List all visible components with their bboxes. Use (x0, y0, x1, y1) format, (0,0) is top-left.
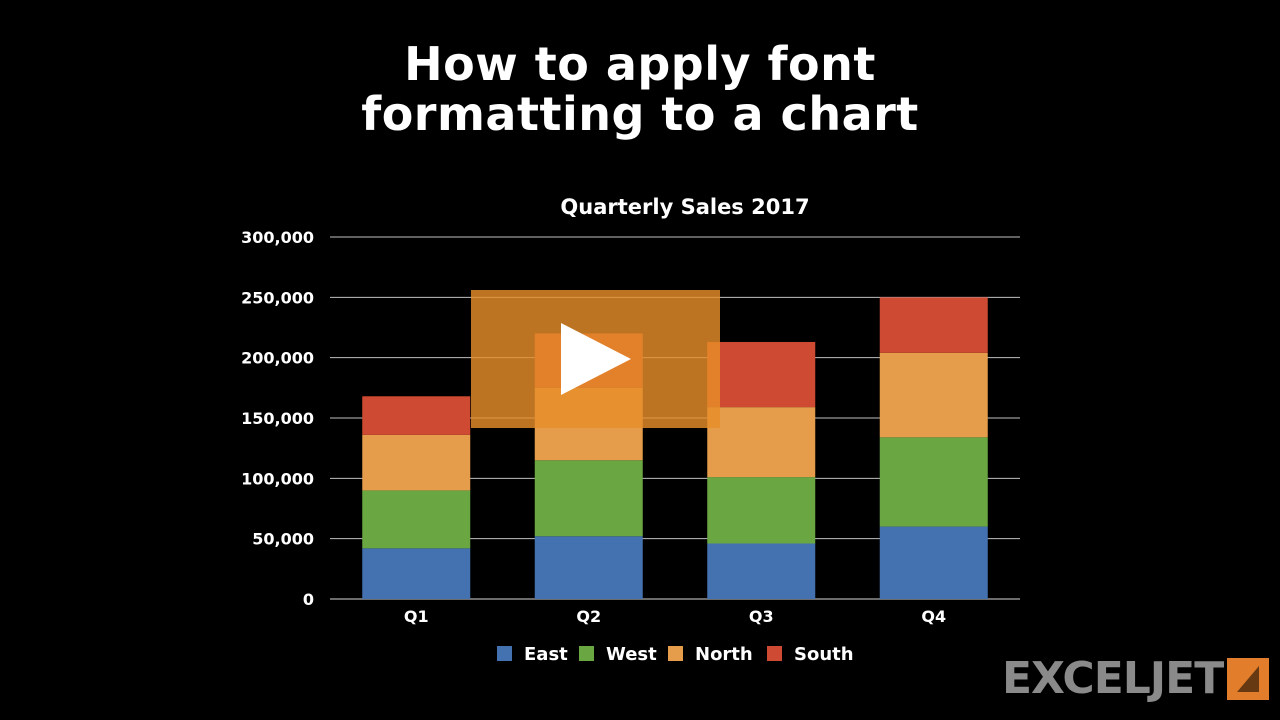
brand-name: EXCELJET (1002, 653, 1224, 704)
legend-swatch-north (668, 646, 683, 661)
bar-q4-west (879, 437, 988, 527)
bar-q4-east (879, 526, 988, 599)
bar-q3-east (707, 543, 816, 599)
bar-q4-north (879, 352, 988, 438)
bar-q3-south (707, 341, 816, 408)
legend-swatch-west (579, 646, 594, 661)
x-tick-label-q1: Q1 (404, 607, 429, 626)
exceljet-logo: EXCELJET (1002, 653, 1270, 704)
y-tick-label-4: 200,000 (241, 349, 314, 368)
chart-title: Quarterly Sales 2017 (560, 195, 809, 219)
bar-q4-south (879, 297, 988, 353)
y-tick-label-1: 50,000 (252, 530, 314, 549)
y-tick-label-6: 300,000 (241, 228, 314, 247)
video-play-button[interactable] (471, 290, 720, 428)
x-tick-label-q3: Q3 (749, 607, 774, 626)
x-tick-label-q4: Q4 (921, 607, 946, 626)
page-title-line-2: formatting to a chart (361, 87, 919, 141)
exceljet-logo-icon (1227, 658, 1270, 700)
bar-q2-east (534, 536, 643, 599)
bar-q2-west (534, 460, 643, 537)
bar-q1-east (362, 548, 471, 599)
play-icon (561, 323, 631, 395)
x-tick-label-q2: Q2 (576, 607, 601, 626)
legend-label-east: East (524, 644, 568, 665)
bar-q1-north (362, 434, 471, 491)
legend-label-west: West (606, 644, 657, 665)
bar-q3-north (707, 407, 816, 478)
y-tick-label-3: 150,000 (241, 409, 314, 428)
legend-label-south: South (794, 644, 854, 665)
y-tick-label-5: 250,000 (241, 288, 314, 307)
bar-q1-south (362, 396, 471, 435)
bar-q3-west (707, 477, 816, 544)
bar-q1-west (362, 490, 471, 549)
legend-swatch-south (767, 646, 782, 661)
y-tick-label-0: 0 (303, 590, 314, 609)
legend-swatch-east (497, 646, 512, 661)
legend-label-north: North (695, 644, 753, 665)
page-title-line-1: How to apply font (404, 37, 876, 91)
y-tick-label-2: 100,000 (241, 469, 314, 488)
